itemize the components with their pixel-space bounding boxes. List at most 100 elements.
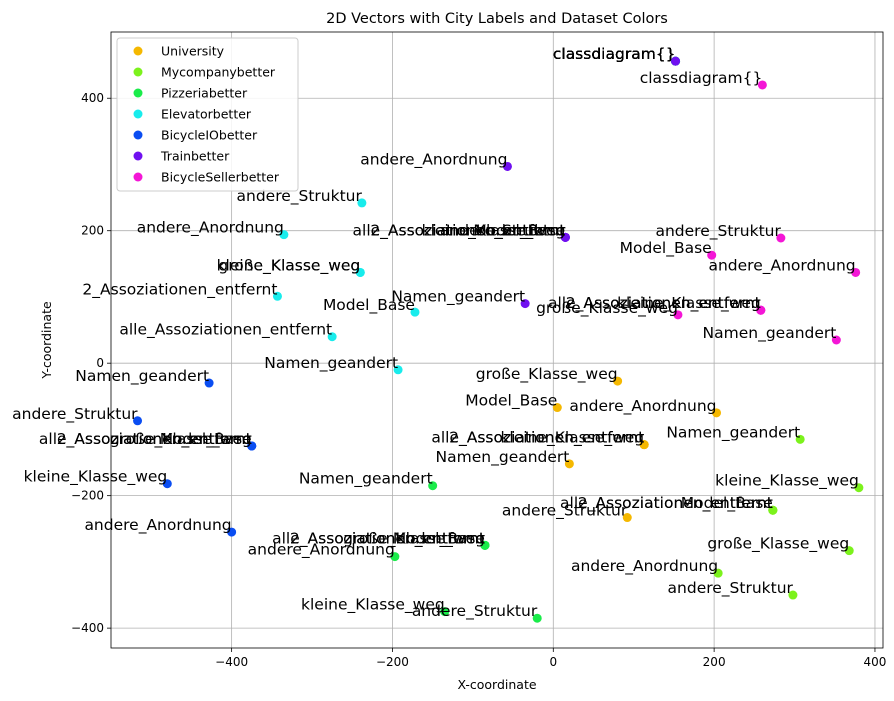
y-axis-label: Y-coordinate — [39, 301, 54, 380]
data-point — [410, 307, 420, 317]
point-label: kleine_Klasse_weg — [24, 468, 168, 487]
x-axis-label: X-coordinate — [457, 677, 536, 692]
point-label: classdiagram{} — [553, 45, 676, 63]
legend-marker — [133, 88, 143, 98]
point-label: alle_Assoziationen_entfernt — [39, 430, 252, 449]
data-point — [831, 335, 841, 345]
data-point — [440, 607, 450, 617]
point-label: andere_Anordnung — [569, 397, 716, 416]
y-tick-label: −200 — [71, 489, 104, 503]
legend-entry: Elevatorbetter — [161, 107, 252, 122]
point-label: Namen_geandert — [666, 423, 800, 442]
data-point — [560, 232, 570, 242]
data-point — [227, 527, 237, 537]
data-point — [428, 481, 438, 491]
point-label: andere_Anordnung — [248, 541, 395, 560]
point-label: andere_Anordnung — [137, 219, 284, 238]
y-tick-label: 200 — [81, 224, 104, 238]
legend-entry: BicycleSellerbetter — [161, 170, 280, 185]
legend-marker — [133, 67, 143, 77]
point-label: Model_Base — [620, 239, 712, 258]
legend-entry: University — [161, 44, 225, 59]
x-tick-label: −200 — [376, 655, 409, 669]
legend-marker — [133, 109, 143, 119]
point-label: große_Klasse_weg — [218, 256, 360, 275]
point-label: kleine_Klasse_weg — [500, 429, 644, 448]
chart-title: 2D Vectors with City Labels and Dataset … — [326, 11, 668, 27]
point-label: große_Klasse_weg — [536, 299, 678, 318]
point-label: kleine_Klasse_weg — [217, 256, 361, 275]
plot-border — [110, 31, 884, 649]
point-label: Namen_geandert — [703, 324, 837, 343]
point-label: andere_Struktur — [668, 579, 794, 598]
data-point — [854, 483, 864, 493]
point-label: classdiagram{} — [553, 45, 676, 63]
data-point — [639, 440, 649, 450]
point-label: alle_Assoziationen_entfernt — [431, 429, 644, 448]
point-label: alle_Assoziationen_entfernt — [548, 294, 761, 313]
legend-entry: BicycleIObetter — [161, 128, 258, 143]
legend-entry: Pizzeriabetter — [161, 86, 248, 101]
point-label: classdiagram{} — [553, 45, 676, 63]
data-point — [162, 479, 172, 489]
point-label: große_Klasse_weg — [707, 535, 849, 554]
data-point — [133, 416, 143, 426]
point-label: Namen_geandert — [391, 288, 525, 307]
grid-lines — [111, 32, 883, 648]
y-tick-label: −400 — [71, 621, 104, 635]
legend-entry: Trainbetter — [160, 149, 230, 164]
legend-marker — [133, 130, 143, 140]
legend-marker — [133, 172, 143, 182]
point-label: andere_Anordnung — [571, 557, 718, 576]
point-label: classdiagram{} — [640, 69, 763, 87]
point-label: Model_Base — [473, 221, 565, 240]
point-label: classdiagram{} — [553, 45, 676, 63]
point-label: Model_Base — [393, 529, 485, 548]
data-point — [480, 540, 490, 550]
point-label: kleine_Klasse_weg — [617, 294, 761, 313]
x-tick-label: −400 — [215, 655, 248, 669]
point-label: andere_Struktur — [655, 222, 781, 241]
point-label: 2_Assoziationen_entfernt — [57, 430, 252, 449]
data-point — [552, 403, 562, 413]
point-label: andere_Struktur — [12, 405, 138, 424]
y-axis-ticks: −400 −200 0 200 400 — [71, 91, 111, 635]
point-label: große_Klasse_weg — [343, 529, 485, 548]
point-label: Namen_geandert — [75, 367, 209, 386]
x-axis-ticks: −400 −200 0 200 400 — [215, 648, 886, 669]
point-label: andere_Struktur — [412, 602, 538, 621]
data-point — [327, 332, 337, 342]
data-point — [756, 305, 766, 315]
point-label: andere_Struktur — [237, 187, 363, 206]
point-label: alle_Assoziationen_entfernt — [560, 494, 773, 513]
data-point — [788, 590, 798, 600]
data-point — [712, 408, 722, 418]
point-label: 2_Assoziationen_entfernt — [578, 494, 773, 513]
data-point — [204, 378, 214, 388]
legend: University Mycompanybetter Pizzeriabetter E… — [116, 37, 299, 192]
point-label: Namen_geandert — [299, 470, 433, 489]
point-label: Model_Base — [681, 494, 773, 513]
point-label: classdiagram{} — [553, 45, 676, 63]
point-label: alle_Assoziationen_entfernt — [272, 529, 485, 548]
point-label: kleine_Klasse_weg — [422, 221, 566, 240]
data-point — [795, 434, 805, 444]
point-label: Namen_geandert — [436, 448, 570, 467]
data-point — [613, 376, 623, 386]
point-label: andere_Struktur — [440, 221, 566, 240]
data-point — [532, 613, 542, 623]
data-point — [502, 161, 512, 171]
point-label: große_Klasse_weg — [476, 365, 618, 384]
data-point — [671, 56, 681, 66]
point-label: classdiagram{} — [553, 45, 676, 63]
point-label: Model_Base — [160, 430, 252, 449]
data-point — [247, 441, 257, 451]
point-label: 2_Assoziationen_entfernt — [370, 221, 565, 240]
y-tick-label: 400 — [81, 91, 104, 105]
data-point — [564, 459, 574, 469]
point-label: andere_Anordnung — [84, 516, 231, 535]
point-label: Namen_geandert — [264, 354, 398, 373]
legend-box — [116, 37, 299, 192]
point-label: andere_Anordnung — [360, 150, 507, 169]
point-label: alle_Assoziationen_entfernt — [353, 221, 566, 240]
